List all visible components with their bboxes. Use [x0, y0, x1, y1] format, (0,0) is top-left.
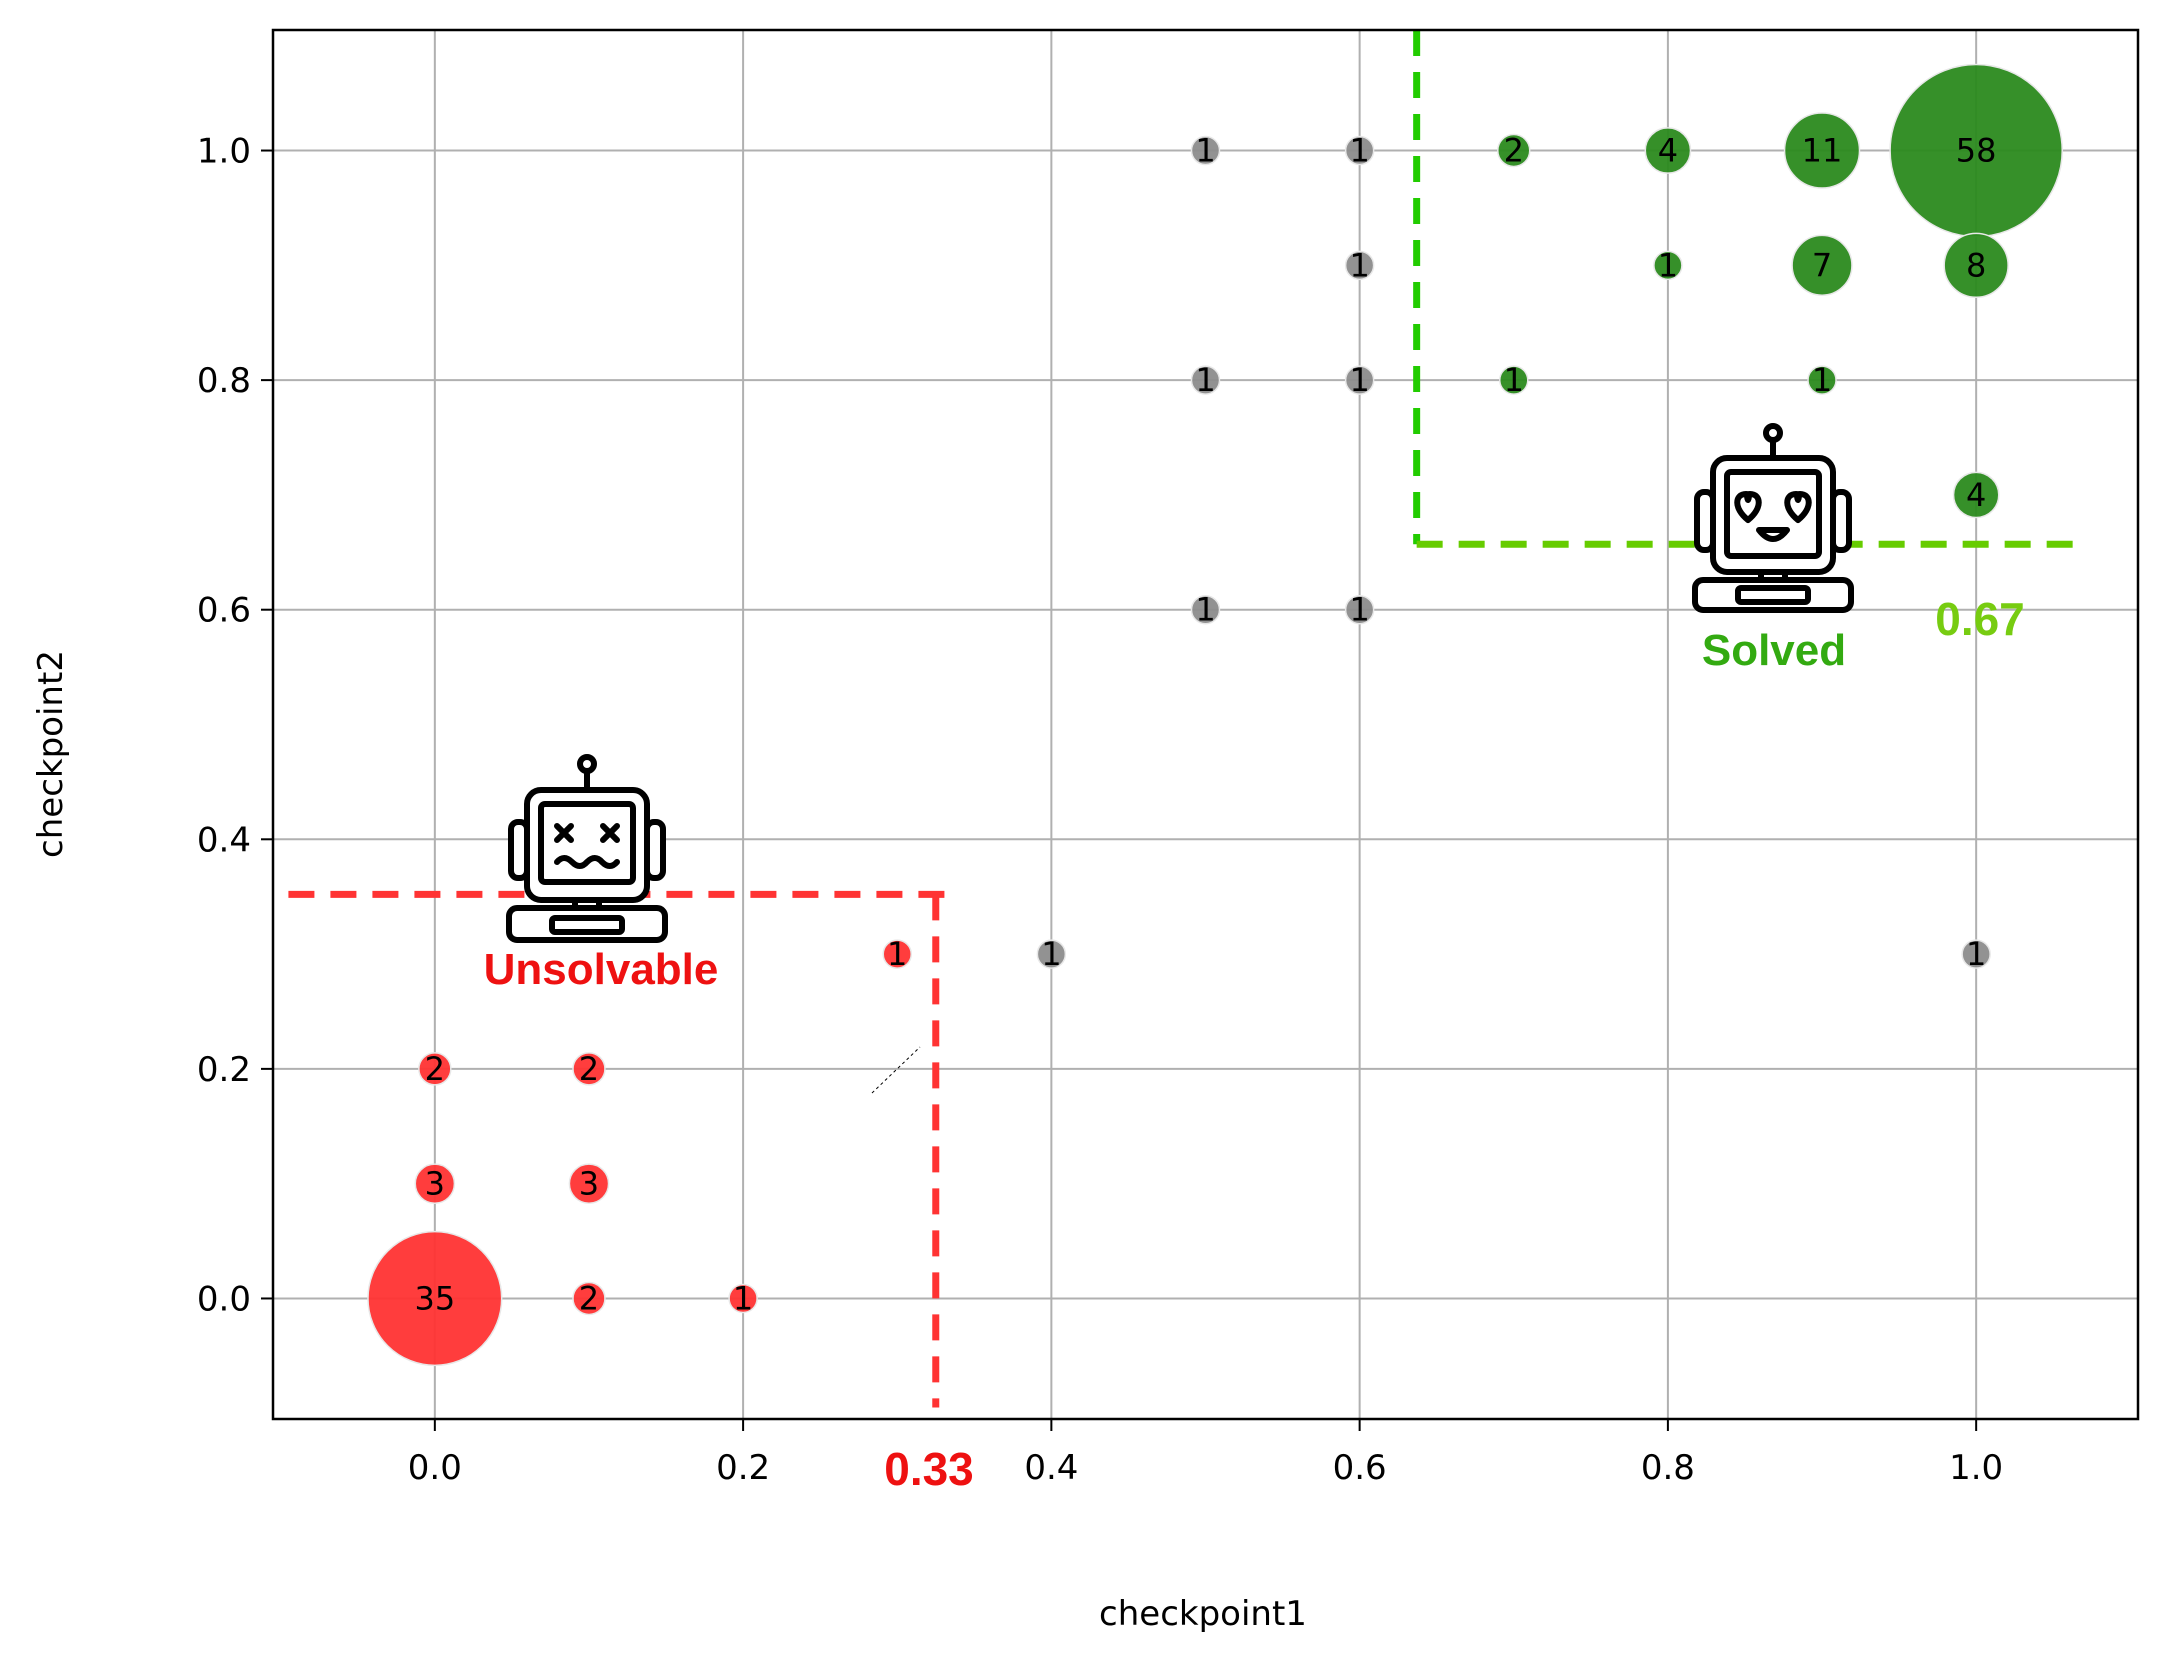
bubble-other: [1344, 594, 1375, 625]
bubble-other: [1344, 250, 1375, 281]
bubble-count-label: 1: [1812, 361, 1832, 399]
bubble-unsolvable: [414, 1163, 456, 1204]
y-tick-label: 0.6: [197, 591, 251, 631]
bubble-count-label: 1: [887, 935, 907, 973]
robot-heart-eyes-icon: [1692, 423, 1854, 613]
bubble-count-label: 35: [414, 1279, 455, 1317]
bubble-solved: [1644, 127, 1692, 174]
x-tick-label: 1.0: [1949, 1448, 2003, 1488]
bubble-unsolvable: [418, 1052, 452, 1086]
bubble-count-label: 58: [1956, 132, 1997, 170]
bubble-unsolvable: [367, 1230, 503, 1367]
bubble-count-label: 4: [1966, 476, 1986, 514]
bubble-count-label: 7: [1812, 246, 1832, 284]
y-axis-title: checkpoint2: [31, 650, 71, 858]
tick-labels: 0.0 0.2 0.4 0.6 0.8 1.0 0.0 0.2 0.4 0.6 0.8 1.0: [197, 132, 2003, 1488]
bubble-count-label: 1: [1504, 361, 1524, 399]
x-tick-label: 0.6: [1333, 1448, 1387, 1488]
axes: [271, 28, 2140, 1421]
solved-threshold-label: 0.67: [1935, 593, 2025, 645]
bubble-solved: [1497, 133, 1531, 168]
bubble-count-label: 1: [1195, 591, 1215, 629]
bubble-other: [1190, 594, 1221, 625]
plot-frame: [271, 28, 2140, 1421]
bubble-count-label: 2: [1504, 132, 1524, 170]
threshold-lines: [288, 30, 2077, 1408]
bubble-series: [367, 63, 2063, 1367]
bubble-unsolvable: [882, 939, 912, 969]
y-tick-label: 0.8: [197, 361, 251, 401]
x-axis-title: checkpoint1: [1099, 1594, 1307, 1634]
bubble-solved: [1952, 471, 2000, 519]
bubble-solved: [1943, 232, 2009, 299]
bubble-count-label: 3: [425, 1165, 445, 1203]
bubble-unsolvable: [572, 1052, 606, 1086]
bubble-solved: [1791, 234, 1853, 296]
bubble-count-label: 1: [1195, 361, 1215, 399]
bubble-count-label: 1: [1658, 246, 1678, 284]
bubble-count-label: 1: [1966, 935, 1986, 973]
unsolvable-label: Unsolvable: [484, 945, 719, 994]
bubble-count-label: 8: [1966, 246, 1986, 284]
bubble-solved: [1653, 250, 1683, 281]
bubble-other: [1036, 939, 1067, 969]
bubble-count-label: 2: [579, 1050, 599, 1088]
bubble-count-label: 1: [1349, 591, 1369, 629]
unsolvable-threshold-label: 0.33: [884, 1443, 974, 1495]
y-tick-label: 0.0: [197, 1279, 251, 1319]
x-tick-label: 0.8: [1641, 1448, 1695, 1488]
solved-label: Solved: [1702, 626, 1846, 675]
y-tick-label: 1.0: [197, 132, 251, 172]
leader-line: [871, 1046, 921, 1094]
bubble-solved: [1499, 365, 1529, 395]
bubble-unsolvable: [572, 1281, 606, 1316]
bubble-other: [1190, 135, 1221, 166]
bubble-count-label: 3: [579, 1165, 599, 1203]
y-tick-label: 0.2: [197, 1050, 251, 1090]
bubble-count-label: 11: [1802, 132, 1843, 170]
bubble-other: [1190, 365, 1221, 395]
bubble-count-label: 4: [1658, 132, 1678, 170]
bubble-other: [1344, 365, 1375, 395]
bubble-count-label: 1: [1041, 935, 1061, 973]
bubble-count-label: 1: [1349, 246, 1369, 284]
bubble-unsolvable: [568, 1163, 610, 1204]
bubble-count-label: 1: [1349, 132, 1369, 170]
x-tick-label: 0.0: [408, 1448, 462, 1488]
bubble-other: [1344, 135, 1375, 166]
bubble-count-label: 1: [1349, 361, 1369, 399]
bubble-count-label: 2: [425, 1050, 445, 1088]
bubble-unsolvable: [728, 1283, 758, 1314]
bubble-count-label: 2: [579, 1279, 599, 1317]
bubble-count-label: 1: [1195, 132, 1215, 170]
bubble-count-label: 1: [733, 1279, 753, 1317]
bubble-solved: [1783, 112, 1861, 189]
bubble-count-labels: 3521332211111111111117824115814: [414, 132, 1996, 1318]
x-tick-label: 0.4: [1024, 1448, 1078, 1488]
bubble-solved: [1807, 365, 1837, 395]
bubble-other: [1961, 939, 1991, 969]
y-tick-label: 0.4: [197, 820, 251, 860]
robot-dizzy-icon: [506, 754, 668, 943]
x-tick-label: 0.2: [716, 1448, 770, 1488]
